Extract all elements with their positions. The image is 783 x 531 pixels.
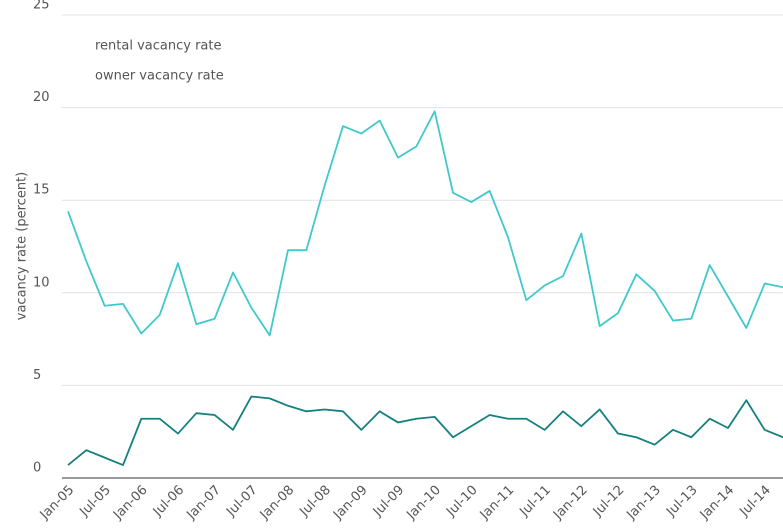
x-tick-label: Jan-13 (623, 483, 664, 524)
x-tick-label: Jul-13 (663, 483, 700, 520)
x-tick-label: Jul-12 (590, 483, 627, 520)
x-tick-label: Jul-10 (443, 483, 480, 520)
legend-entry: rental vacancy rate (95, 39, 222, 54)
y-tick-label: 10 (33, 275, 50, 290)
x-tick-label: Jul-09 (370, 483, 407, 520)
x-tick-label: Jan-05 (37, 483, 78, 524)
series-line (67, 395, 783, 466)
x-tick-label: Jan-06 (110, 483, 151, 524)
y-tick-label: 25 (33, 0, 50, 13)
x-tick-label: Jul-07 (223, 483, 260, 520)
x-tick-label: Jul-06 (150, 483, 187, 520)
y-tick-label: 15 (33, 183, 50, 198)
x-tick-label: Jan-08 (257, 483, 298, 524)
x-tick-label: Jan-14 (697, 483, 738, 524)
x-tick-label: Jan-11 (477, 483, 518, 524)
x-tick-label: Jul-11 (517, 483, 554, 520)
x-tick-label: Jan-10 (403, 483, 444, 524)
y-axis-label: vacancy rate (percent) (15, 172, 30, 320)
y-tick-label: 0 (33, 461, 41, 476)
legend-entry: owner vacancy rate (95, 69, 224, 84)
y-tick-label: 20 (33, 90, 50, 105)
x-tick-label: Jan-12 (550, 483, 591, 524)
x-tick-label: Jul-14 (737, 483, 774, 520)
x-tick-label: Jul-05 (77, 483, 114, 520)
x-tick-label: Jan-09 (330, 483, 371, 524)
series-line (67, 110, 783, 337)
y-tick-label: 5 (33, 368, 41, 383)
x-tick-label: Jul-08 (297, 483, 334, 520)
x-tick-label: Jan-07 (183, 483, 224, 524)
